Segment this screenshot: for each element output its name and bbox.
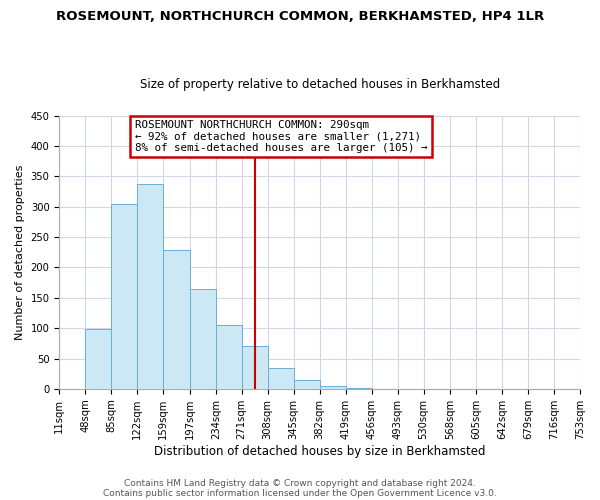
Text: Contains HM Land Registry data © Crown copyright and database right 2024.: Contains HM Land Registry data © Crown c… — [124, 478, 476, 488]
Bar — [346, 388, 371, 389]
Bar — [111, 204, 137, 389]
Bar — [137, 184, 163, 389]
Bar — [216, 324, 242, 389]
Text: ROSEMOUNT NORTHCHURCH COMMON: 290sqm
← 92% of detached houses are smaller (1,271: ROSEMOUNT NORTHCHURCH COMMON: 290sqm ← 9… — [135, 120, 427, 153]
Title: Size of property relative to detached houses in Berkhamsted: Size of property relative to detached ho… — [140, 78, 500, 91]
X-axis label: Distribution of detached houses by size in Berkhamsted: Distribution of detached houses by size … — [154, 444, 485, 458]
Text: Contains public sector information licensed under the Open Government Licence v3: Contains public sector information licen… — [103, 488, 497, 498]
Bar — [163, 250, 190, 389]
Bar — [85, 329, 111, 389]
Bar — [293, 380, 320, 389]
Bar — [242, 346, 268, 389]
Bar — [268, 368, 293, 389]
Bar — [190, 288, 216, 389]
Text: ROSEMOUNT, NORTHCHURCH COMMON, BERKHAMSTED, HP4 1LR: ROSEMOUNT, NORTHCHURCH COMMON, BERKHAMST… — [56, 10, 544, 23]
Y-axis label: Number of detached properties: Number of detached properties — [15, 164, 25, 340]
Bar — [320, 386, 346, 389]
